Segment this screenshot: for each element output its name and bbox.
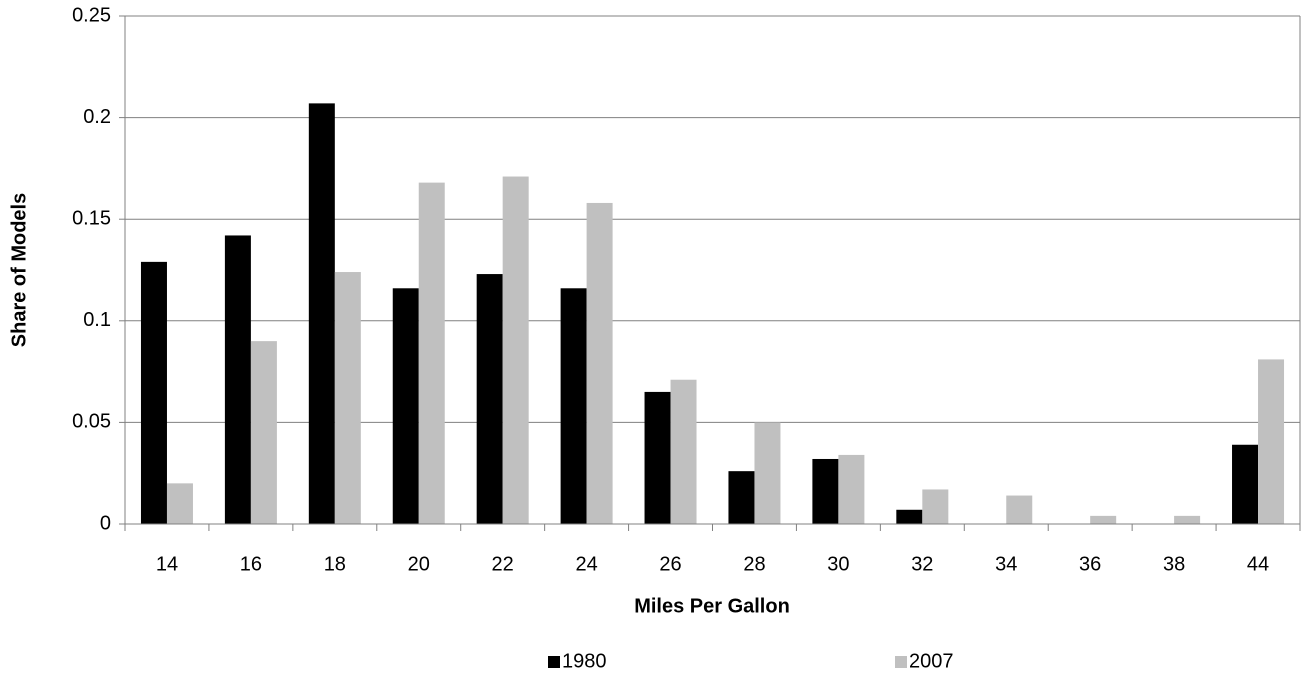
bar — [922, 489, 949, 524]
y-tick-label: 0.05 — [72, 411, 111, 433]
bar — [334, 272, 361, 524]
bar — [418, 182, 445, 524]
x-tick-label: 34 — [995, 553, 1017, 575]
bar — [392, 288, 419, 524]
bar — [308, 103, 335, 524]
legend-swatch — [895, 656, 907, 668]
bar — [838, 454, 865, 524]
y-tick-label: 0.1 — [83, 309, 111, 331]
bar — [250, 341, 277, 524]
x-tick-label: 30 — [827, 553, 849, 575]
bar — [670, 379, 697, 524]
bar — [502, 176, 529, 524]
x-tick-label: 44 — [1247, 553, 1269, 575]
y-tick-label: 0 — [100, 512, 111, 534]
x-tick-label: 20 — [408, 553, 430, 575]
bar — [728, 471, 755, 524]
x-axis-title: Miles Per Gallon — [634, 595, 790, 617]
bar — [224, 235, 251, 524]
bar — [476, 274, 503, 524]
bar — [1006, 495, 1033, 524]
x-tick-label: 28 — [743, 553, 765, 575]
bar — [1258, 359, 1285, 524]
x-tick-label: 32 — [911, 553, 933, 575]
bar — [754, 422, 781, 524]
x-tick-label: 38 — [1163, 553, 1185, 575]
bar — [166, 483, 193, 524]
x-tick-label: 24 — [575, 553, 597, 575]
x-tick-label: 18 — [324, 553, 346, 575]
bar — [140, 261, 167, 524]
bar — [586, 202, 613, 524]
x-tick-label: 26 — [659, 553, 681, 575]
y-tick-label: 0.2 — [83, 106, 111, 128]
x-tick-label: 16 — [240, 553, 262, 575]
legend-label: 1980 — [562, 650, 607, 672]
bar — [896, 509, 923, 524]
bar — [644, 391, 671, 524]
bar — [812, 458, 839, 524]
bar — [1090, 515, 1117, 524]
y-tick-label: 0.25 — [72, 4, 111, 26]
legend-label: 2007 — [909, 650, 954, 672]
legend-swatch — [548, 656, 560, 668]
x-tick-label: 22 — [492, 553, 514, 575]
bar — [1232, 444, 1259, 524]
y-tick-label: 0.15 — [72, 207, 111, 229]
y-axis-title: Share of Models — [8, 193, 30, 347]
bar — [1174, 515, 1201, 524]
x-tick-label: 14 — [156, 553, 178, 575]
bar — [560, 288, 587, 524]
x-tick-label: 36 — [1079, 553, 1101, 575]
